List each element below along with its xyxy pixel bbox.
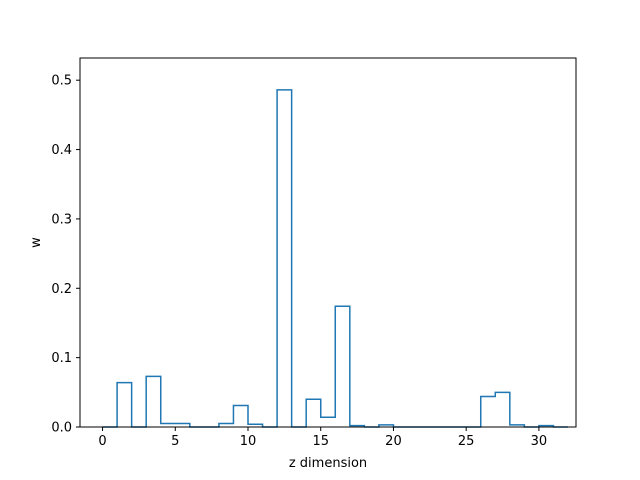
x-tick-label: 15 [312, 434, 329, 449]
y-axis: 0.0 0.1 0.2 0.3 0.4 0.5 [51, 74, 80, 436]
y-tick-label: 0.1 [51, 351, 72, 366]
x-tick-label: 30 [531, 434, 548, 449]
x-tick-label: 5 [171, 434, 179, 449]
x-tick-label: 25 [458, 434, 475, 449]
histogram-step-line-0 [102, 89, 568, 428]
y-tick-label: 0.0 [51, 421, 72, 436]
y-tick-label: 0.3 [51, 212, 72, 227]
y-tick-label: 0.2 [51, 282, 72, 297]
series-layer [102, 89, 568, 428]
y-tick-label: 0.4 [51, 143, 72, 158]
x-tick-label: 10 [240, 434, 257, 449]
x-tick-label: 20 [385, 434, 402, 449]
x-tick-label: 0 [98, 434, 106, 449]
plot-frame [79, 57, 577, 428]
x-axis-label: z dimension [289, 456, 367, 471]
x-axis: 0 5 10 15 20 25 30 [98, 427, 547, 449]
y-tick-label: 0.5 [51, 74, 72, 89]
y-axis-label: w [29, 237, 44, 248]
